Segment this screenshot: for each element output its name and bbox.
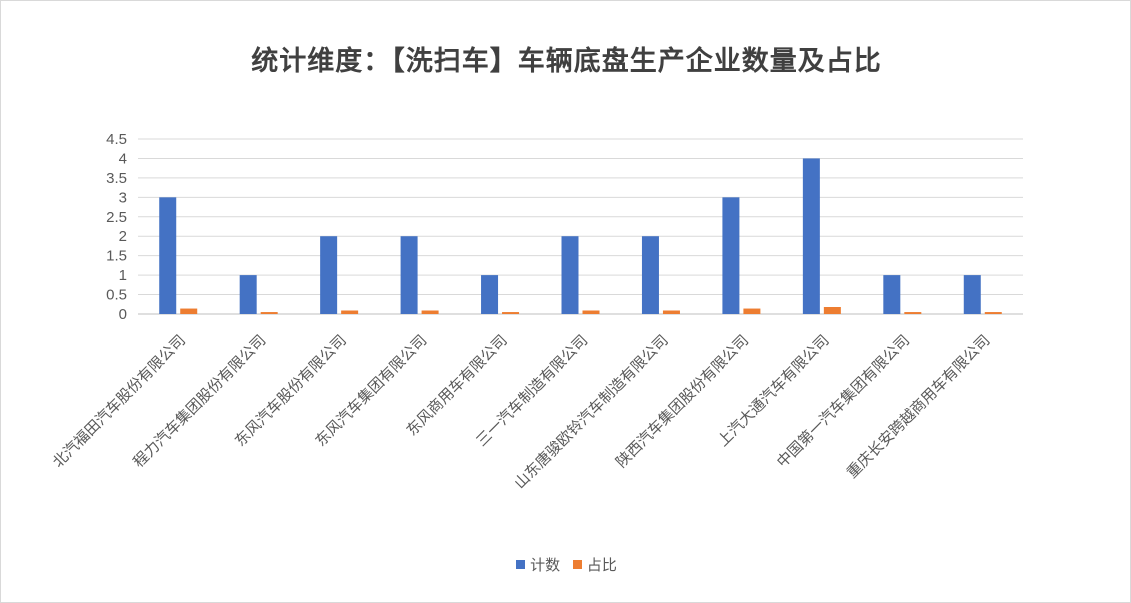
bar-ratio (341, 310, 359, 314)
y-tick-label: 3.5 (106, 170, 127, 187)
x-category-label: 山东唐骏欧铃汽车制造有限公司 (511, 331, 672, 492)
x-category-label: 重庆长安跨越商用车有限公司 (843, 331, 994, 482)
bar-count (159, 197, 177, 314)
bar-ratio (260, 312, 278, 314)
bar-count (239, 275, 257, 314)
legend-label-ratio: 占比 (586, 556, 617, 574)
legend: 计数 占比 (1, 554, 1130, 575)
bar-count (561, 236, 579, 314)
bar-count (320, 236, 338, 314)
bar-count (481, 275, 499, 314)
y-tick-label: 2.5 (106, 209, 127, 226)
legend-swatch-count (516, 560, 526, 569)
legend-swatch-ratio (572, 560, 582, 569)
bar-ratio (984, 312, 1002, 314)
y-tick-label: 1 (119, 267, 127, 284)
legend-label-count: 计数 (530, 556, 561, 574)
bar-ratio (662, 310, 680, 314)
bar-ratio (904, 312, 922, 314)
chart-title: 统计维度：【洗扫车】车辆底盘生产企业数量及占比 (251, 46, 882, 77)
bar-ratio (421, 310, 439, 314)
bar-ratio (743, 308, 761, 314)
bar-ratio (582, 310, 600, 314)
x-category-label: 程力汽车集团股份有限公司 (129, 331, 269, 471)
y-tick-label: 4.5 (106, 131, 127, 148)
y-tick-label: 1.5 (106, 248, 127, 265)
y-tick-label: 2 (119, 228, 127, 245)
y-tick-label: 3 (119, 189, 127, 206)
bar-count (641, 236, 659, 314)
bar-ratio (502, 312, 520, 314)
legend-item-ratio: 占比 (572, 554, 617, 575)
x-category-label: 中国第一汽车集团有限公司 (773, 331, 913, 471)
bar-count (883, 275, 901, 314)
y-tick-label: 0.5 (106, 287, 127, 304)
bar-count (400, 236, 418, 314)
bar-count (802, 158, 820, 314)
y-tick-label: 0 (119, 306, 127, 323)
bar-ratio (180, 308, 198, 314)
x-category-label: 陕西汽车集团股份有限公司 (612, 331, 752, 471)
bar-count (722, 197, 740, 314)
x-category-label: 北汽福田汽车股份有限公司 (49, 331, 189, 471)
y-tick-label: 4 (119, 150, 127, 167)
bar-count (963, 275, 981, 314)
legend-item-count: 计数 (516, 554, 560, 575)
bar-ratio (823, 307, 841, 314)
